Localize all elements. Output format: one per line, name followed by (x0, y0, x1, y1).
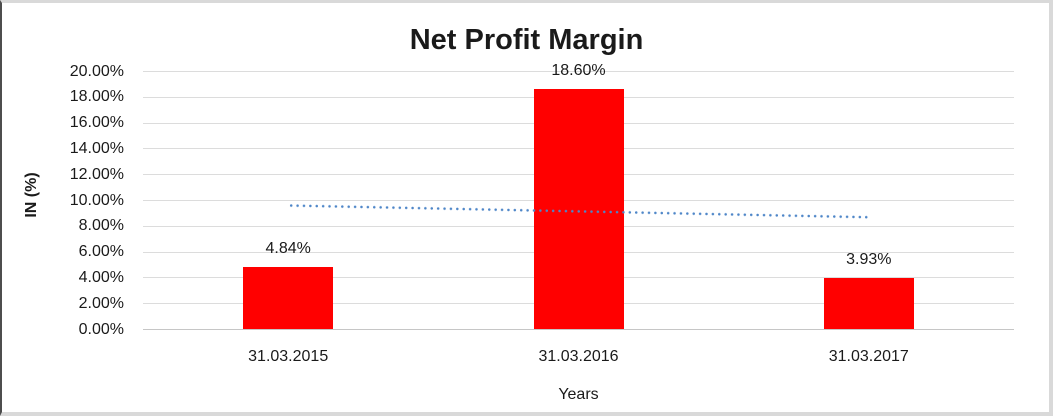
gridline (143, 329, 1014, 330)
x-tick-label: 31.03.2017 (828, 348, 909, 365)
x-tick-label: 31.03.2016 (538, 348, 619, 365)
bar-value-label: 3.93% (846, 251, 892, 269)
bar-value-label: 4.84% (265, 239, 311, 257)
bar (823, 278, 914, 329)
y-tick-label: 20.00% (69, 62, 124, 80)
y-tick-label: 12.00% (69, 165, 124, 183)
x-tick-label: 31.03.2015 (248, 348, 329, 365)
y-tick-label: 14.00% (69, 139, 124, 157)
y-tick-label: 10.00% (69, 191, 124, 209)
y-tick-label: 0.00% (78, 320, 124, 338)
y-tick-label: 16.00% (69, 114, 124, 132)
y-tick-label: 2.00% (78, 294, 124, 312)
y-tick-label: 6.00% (78, 243, 124, 261)
x-axis-title: Years (558, 386, 599, 403)
y-tick-label: 18.00% (69, 88, 124, 106)
chart-title: Net Profit Margin (409, 24, 644, 56)
plot-area: 4.84% 18.60% 3.93% (143, 62, 1014, 330)
bar (243, 266, 334, 329)
y-tick-label: 8.00% (78, 217, 124, 235)
gridline (143, 71, 1014, 72)
bar-value-label: 18.60% (551, 62, 606, 80)
y-tick-label: 4.00% (78, 268, 124, 286)
